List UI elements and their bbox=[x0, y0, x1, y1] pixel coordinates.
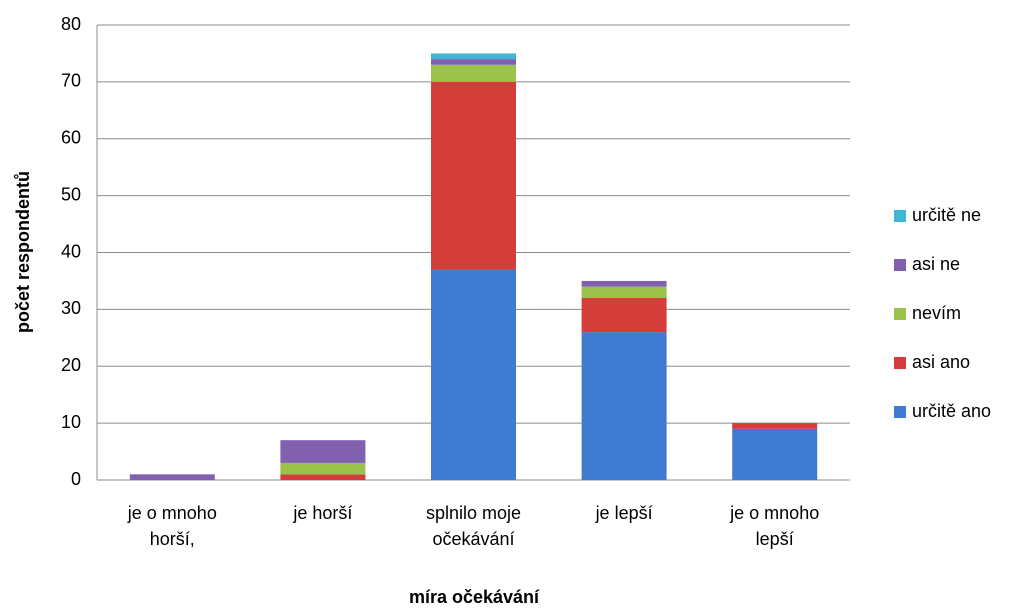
bar-segment bbox=[581, 332, 667, 480]
bar-segment bbox=[732, 423, 818, 429]
y-tick-label: 20 bbox=[61, 355, 81, 375]
y-tick-label: 60 bbox=[61, 128, 81, 148]
y-tick-label: 50 bbox=[61, 184, 81, 204]
legend-label: asi ano bbox=[912, 352, 970, 372]
x-tick-label: je o mnoho lepší bbox=[730, 503, 820, 549]
bar-segment bbox=[280, 462, 366, 475]
y-tick-label: 30 bbox=[61, 298, 81, 318]
legend-label: určitě ano bbox=[912, 401, 991, 421]
bar-segment bbox=[581, 286, 667, 298]
bar-segment bbox=[581, 280, 667, 287]
x-tick-label: je o mnoho horší, bbox=[127, 503, 217, 549]
legend-swatch bbox=[894, 308, 906, 320]
y-tick-label: 80 bbox=[61, 14, 81, 34]
bar-segment bbox=[280, 440, 366, 463]
bar-segment bbox=[129, 474, 215, 480]
legend-label: asi ne bbox=[912, 254, 960, 274]
legend-label: nevím bbox=[912, 303, 961, 323]
bar-segment bbox=[431, 81, 516, 270]
y-tick-label: 10 bbox=[61, 412, 81, 432]
y-tick-label: 70 bbox=[61, 71, 81, 91]
x-tick-label: je lepší bbox=[595, 503, 653, 523]
bar-segment bbox=[431, 53, 516, 60]
bar-segment bbox=[581, 298, 667, 333]
legend-swatch bbox=[894, 210, 906, 222]
bar-segment bbox=[431, 64, 516, 82]
x-tick-label: splnilo moje očekávání bbox=[425, 503, 522, 549]
bar-segment bbox=[280, 474, 366, 480]
legend-swatch bbox=[894, 406, 906, 418]
legend-label: určitě ne bbox=[912, 205, 981, 225]
y-tick-label: 0 bbox=[71, 469, 81, 489]
y-tick-label: 40 bbox=[61, 241, 81, 261]
x-tick-label: je horší bbox=[293, 503, 353, 523]
bar-segment bbox=[431, 269, 516, 480]
legend-swatch bbox=[894, 357, 906, 369]
legend-swatch bbox=[894, 259, 906, 271]
x-axis-label: míra očekávání bbox=[409, 587, 540, 607]
bar-segment bbox=[431, 59, 516, 65]
bar-segment bbox=[732, 428, 818, 480]
y-axis-label: počet respondentů bbox=[13, 171, 33, 333]
